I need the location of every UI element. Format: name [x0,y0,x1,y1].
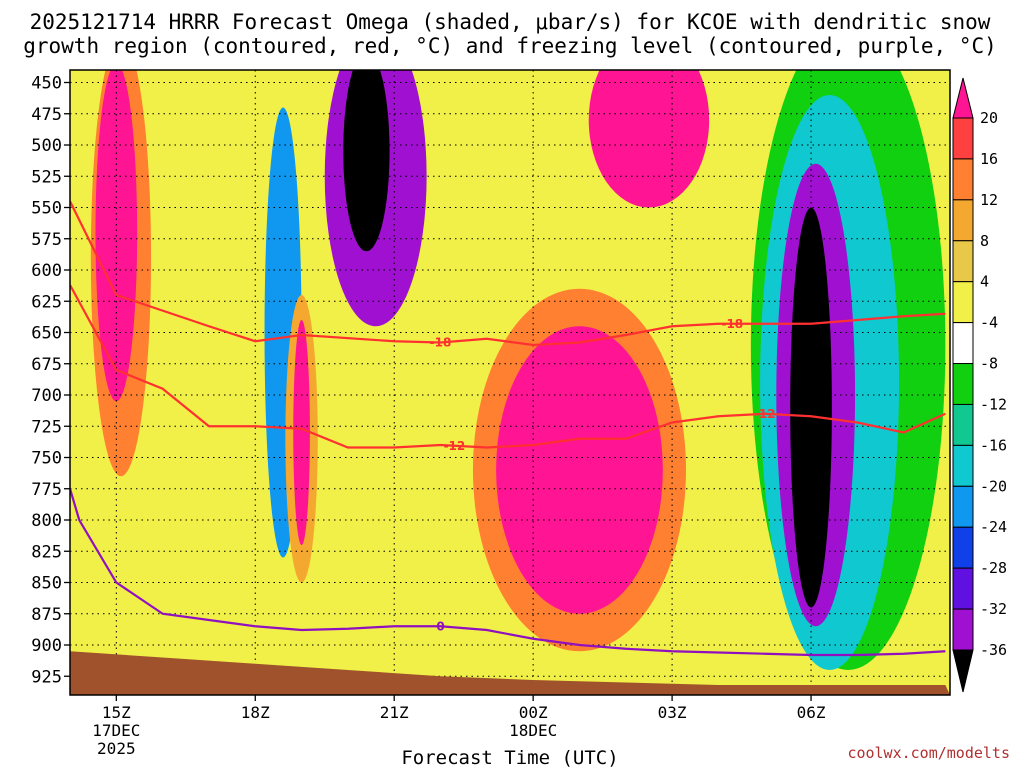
colorbar-box-6 [952,363,974,405]
y-tick-label-650: 650 [31,324,62,344]
colorbar-label-16: 16 [980,150,998,168]
colorbar: 20 16 12 8 4 -4 -8 -12 -16 -20 -24 -28 -32 -36 [952,77,1007,693]
colorbar-box-5 [952,322,974,365]
y-tick-label-775: 775 [31,480,62,500]
x-tick-label-21Z: 21Z [380,703,409,722]
omega-region-9 [790,207,832,608]
colorbar-label--28: -28 [980,559,1007,577]
credit-text: coolwx.com/modelts [847,744,1010,762]
colorbar-box-9 [952,485,974,528]
ground-fill [70,651,950,695]
y-tick-label-700: 700 [31,386,62,406]
colorbar-box-12 [952,608,974,651]
contour-lines: -18 -18 -12 -12 0 [70,200,946,657]
colorbar-box-0 [952,117,974,160]
omega-region-12 [343,70,390,252]
y-tick-label-875: 875 [31,605,62,625]
y-axis: 450 475 500 525 550 575 600 625 650 675 700 725 750 7… [31,74,70,687]
y-tick-label-625: 625 [31,292,62,312]
x-tick-label-03Z: 03Z [658,703,687,722]
x-tick-label-00Z: 00Z [519,703,548,722]
y-tick-label-800: 800 [31,511,62,531]
freezing-level-line [70,488,946,657]
colorbar-label--8: -8 [980,355,998,373]
x-tick-date-00Z: 18DEC [509,721,557,740]
y-tick-label-600: 600 [31,261,62,281]
colorbar-box-4 [952,281,974,324]
colorbar-label--24: -24 [980,518,1007,536]
chart-title-line-1: 2025121714 HRRR Forecast Omega (shaded, … [30,10,991,34]
grid-lines [70,70,950,695]
colorbar-box-2 [952,199,974,242]
colorbar-label--36: -36 [980,641,1007,659]
plot-frame [69,69,951,696]
y-tick-label-925: 925 [31,667,62,687]
x-tick-year-15Z: 2025 [97,739,136,758]
colorbar-box-10 [952,526,974,569]
chart-title-line-2: growth region (contoured, red, °C) and f… [23,34,997,58]
colorbar-label--12: -12 [980,395,1007,413]
y-tick-label-450: 450 [31,74,62,94]
y-tick-label-475: 475 [31,105,62,125]
dgz-contour-line-0 [70,200,946,347]
x-tick-label-18Z: 18Z [241,703,270,722]
y-tick-label-725: 725 [31,417,62,437]
colorbar-label-4: 4 [980,273,989,291]
omega-region-7 [588,70,710,208]
colorbar-box-7 [952,403,974,446]
x-tick-date-15Z: 17DEC [92,721,140,740]
y-tick-label-900: 900 [31,636,62,656]
y-tick-label-575: 575 [31,230,62,250]
y-tick-label-525: 525 [31,167,62,187]
ground-terrain [70,651,950,695]
y-tick-label-750: 750 [31,449,62,469]
y-tick-label-500: 500 [31,136,62,156]
colorbar-top-arrow [952,77,974,119]
colorbar-label-8: 8 [980,232,989,250]
dgz-contour-label-2: -12 [444,439,466,453]
omega-region-13 [293,320,310,545]
y-tick-label-850: 850 [31,574,62,594]
colorbar-label--32: -32 [980,600,1007,618]
dgz-contour-line-2 [70,284,946,449]
x-axis-label: Forecast Time (UTC) [401,747,618,768]
dgz-contour-label-3: -12 [754,407,776,421]
plot-area: -18 -18 -12 -12 0 [69,69,951,696]
y-tick-label-675: 675 [31,355,62,375]
colorbar-label--16: -16 [980,436,1007,454]
omega-region-3 [496,326,663,614]
x-tick-label-06Z: 06Z [797,703,826,722]
dgz-contour-label-0: -18 [430,336,452,350]
y-tick-label-825: 825 [31,542,62,562]
colorbar-label-12: 12 [980,191,998,209]
colorbar-label--20: -20 [980,477,1007,495]
colorbar-bottom-arrow [952,649,974,693]
y-tick-label-550: 550 [31,199,62,219]
colorbar-box-11 [952,567,974,610]
colorbar-label--4: -4 [980,314,998,332]
dgz-contour-label-1: -18 [721,317,743,331]
omega-shading [90,70,946,670]
colorbar-label-20: 20 [980,109,998,127]
colorbar-box-8 [952,444,974,487]
x-tick-label-15Z: 15Z [102,703,131,722]
freezing-level-label: 0 [436,619,444,633]
colorbar-box-1 [952,158,974,201]
colorbar-box-3 [952,240,974,283]
